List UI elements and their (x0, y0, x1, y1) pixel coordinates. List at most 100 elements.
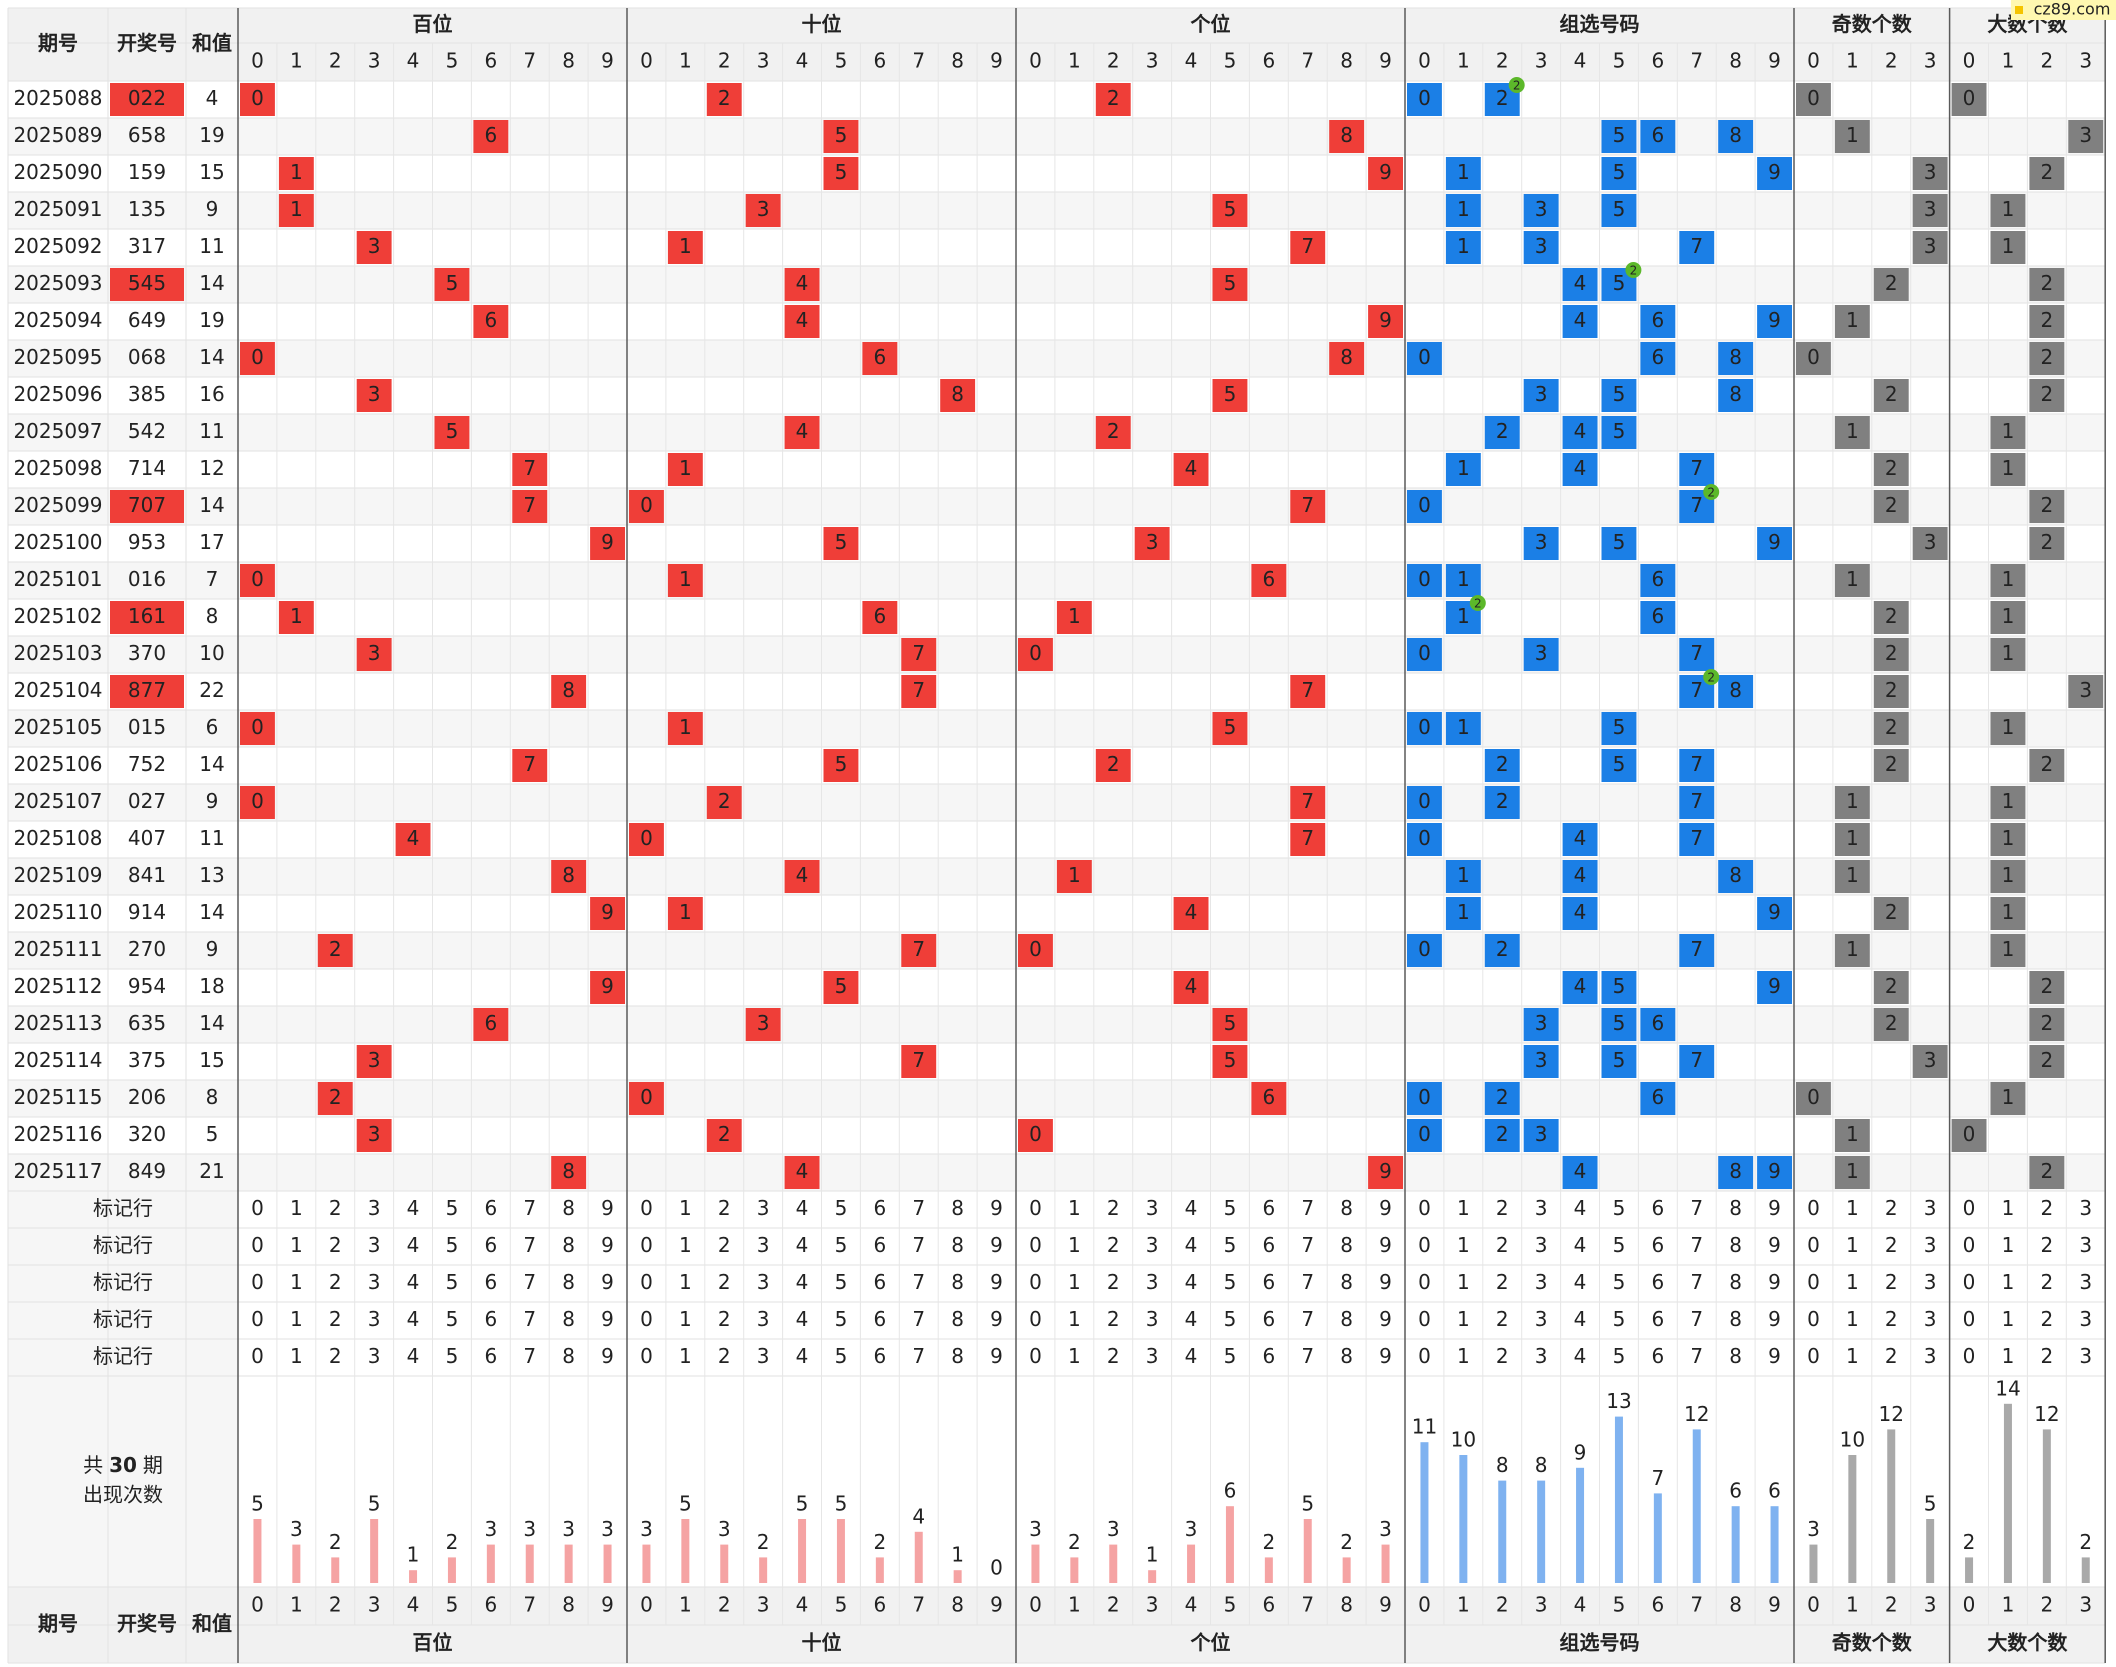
draw-number: 068 (128, 345, 166, 369)
digit-header: 6 (1262, 1593, 1275, 1617)
draw-marker-digit: 1 (1846, 1159, 1859, 1183)
count-label: 2 (1963, 1530, 1976, 1554)
mark-row-digit: 5 (1224, 1233, 1237, 1257)
repeat-badge (1469, 595, 1486, 611)
draw-marker (1834, 823, 1870, 856)
sum: 6 (206, 715, 219, 739)
draw-marker (1445, 157, 1481, 190)
draw-marker-digit: 8 (1729, 123, 1742, 147)
mark-row-digit: 8 (951, 1196, 964, 1220)
digit-header: 3 (757, 1593, 770, 1617)
digit-header: 1 (679, 49, 692, 73)
count-bar (1420, 1442, 1429, 1583)
digit-header: 5 (1613, 1593, 1626, 1617)
draw-marker (1873, 1008, 1909, 1041)
draw-marker (2029, 1008, 2065, 1041)
period: 2025114 (13, 1048, 102, 1072)
mark-row-digit: 0 (1029, 1233, 1042, 1257)
count-bar (486, 1544, 495, 1583)
period: 2025116 (13, 1122, 102, 1146)
number-highlight (110, 83, 184, 116)
count-bar (2081, 1557, 2090, 1583)
sum: 8 (206, 1085, 219, 1109)
draw-marker (823, 527, 859, 560)
column-header: 开奖号 (117, 31, 177, 55)
digit-header: 3 (2079, 1593, 2092, 1617)
group-title: 百位 (413, 1631, 453, 1655)
draw-marker (1251, 1082, 1287, 1115)
number-highlight (110, 601, 184, 634)
draw-marker (1407, 342, 1442, 375)
count-bar (875, 1557, 884, 1583)
draw-marker-digit: 0 (251, 345, 264, 369)
draw-marker (1056, 860, 1092, 893)
count-label: 3 (523, 1517, 536, 1541)
count-label: 3 (1379, 1517, 1392, 1541)
count-label: 10 (1840, 1428, 1865, 1452)
mark-row-digit: 9 (1379, 1270, 1392, 1294)
draw-marker (1912, 1045, 1948, 1078)
draw-marker-digit: 5 (1613, 715, 1626, 739)
draw-marker-digit: 1 (290, 604, 303, 628)
draw-marker (2029, 527, 2065, 560)
mark-row-digit: 2 (329, 1233, 342, 1257)
draw-marker (356, 231, 392, 264)
draw-marker (434, 416, 470, 449)
count-bar (603, 1544, 612, 1583)
mark-row-digit: 0 (1418, 1270, 1431, 1294)
draw-marker (1407, 786, 1442, 819)
mark-row-digit: 1 (2002, 1344, 2015, 1368)
count-label: 2 (1262, 1530, 1275, 1554)
row-bg (8, 192, 2106, 229)
digit-header: 9 (990, 1593, 1003, 1617)
draw-marker-digit: 5 (446, 419, 459, 443)
count-label: 6 (1224, 1479, 1237, 1503)
sum: 11 (199, 826, 224, 850)
draw-marker (1718, 860, 1754, 893)
digit-header: 8 (562, 49, 575, 73)
count-bar (370, 1519, 379, 1583)
draw-number: 015 (128, 715, 166, 739)
draw-marker (1990, 712, 2026, 745)
mark-row-digit: 2 (2040, 1196, 2053, 1220)
mark-row-digit: 8 (562, 1233, 575, 1257)
draw-marker (1873, 453, 1909, 486)
mark-row-digit: 4 (407, 1270, 420, 1294)
draw-marker (551, 860, 587, 893)
draw-marker (1873, 712, 1909, 745)
mark-row-digit: 6 (873, 1344, 886, 1368)
draw-marker (1796, 1082, 1831, 1115)
mark-row-digit: 2 (1885, 1344, 1898, 1368)
mark-row-digit: 4 (1574, 1196, 1587, 1220)
mark-row-digit: 9 (990, 1233, 1003, 1257)
draw-marker-digit: 7 (912, 1048, 925, 1072)
mark-row-digit: 9 (990, 1344, 1003, 1368)
draw-number: 370 (128, 641, 166, 665)
draw-marker (512, 453, 548, 486)
count-label: 5 (1924, 1492, 1937, 1516)
mark-row-digit: 6 (1651, 1196, 1664, 1220)
period: 2025093 (13, 271, 102, 295)
mark-row-digit: 4 (1185, 1233, 1198, 1257)
sum: 14 (199, 345, 224, 369)
digit-header: 2 (1496, 49, 1509, 73)
draw-marker-digit: 5 (1613, 160, 1626, 184)
draw-number: 953 (128, 530, 166, 554)
draw-marker-digit: 3 (1924, 234, 1937, 258)
count-label: 3 (1185, 1517, 1198, 1541)
draw-marker (1990, 601, 2026, 634)
mark-row-digit: 1 (1846, 1233, 1859, 1257)
digit-header: 2 (1107, 1593, 1120, 1617)
digit-header: 1 (1457, 1593, 1470, 1617)
column-header: 和值 (192, 31, 232, 55)
draw-marker-digit: 2 (1885, 382, 1898, 406)
mark-row-digit: 6 (873, 1270, 886, 1294)
draw-marker (1523, 194, 1559, 227)
mark-row-digit: 3 (1535, 1233, 1548, 1257)
draw-marker (1212, 268, 1248, 301)
mark-row-digit: 7 (1690, 1270, 1703, 1294)
draw-marker-digit: 5 (1613, 382, 1626, 406)
draw-marker-digit: 6 (1651, 123, 1664, 147)
draw-marker-digit: 6 (1262, 567, 1275, 591)
